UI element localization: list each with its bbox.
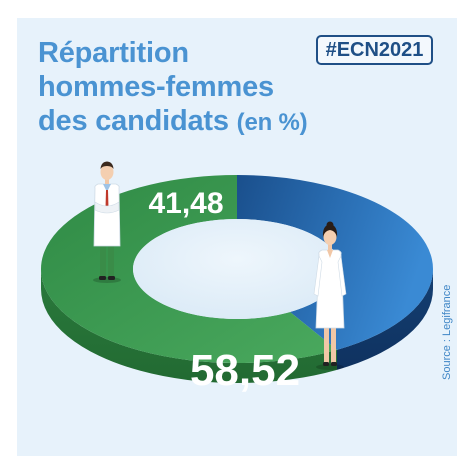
title-line-3: des candidats (en %) xyxy=(38,104,308,140)
hashtag-badge: #ECN2021 xyxy=(316,35,433,65)
slice-side-femmes xyxy=(41,269,337,383)
donut-depth xyxy=(41,269,433,383)
slice-side-hommes xyxy=(336,269,433,370)
title-line-1: Répartition xyxy=(38,37,189,69)
slice-hommes xyxy=(237,175,433,350)
female-doctor-icon xyxy=(313,221,347,370)
title-unit: (en %) xyxy=(236,109,308,136)
data-label-hommes: 41,48 xyxy=(148,187,223,220)
title-line-2: hommes-femmes xyxy=(38,71,274,103)
male-doctor-icon xyxy=(93,161,121,283)
donut-hole xyxy=(133,219,341,319)
title-line-3-text: des candidats xyxy=(38,105,229,137)
data-label-femmes: 58,52 xyxy=(190,346,300,395)
data-labels: 41,48 58,52 xyxy=(148,187,300,395)
chart-title: Répartition hommes-femmes des candidats … xyxy=(38,36,308,140)
